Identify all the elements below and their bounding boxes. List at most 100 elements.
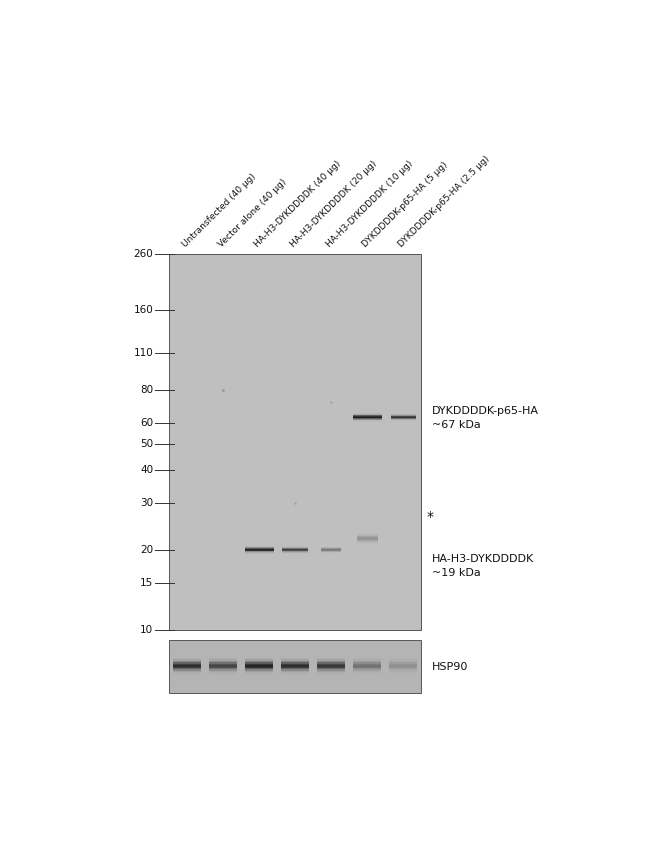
Bar <box>174 659 202 661</box>
Bar <box>245 658 274 659</box>
Bar <box>389 661 417 663</box>
Bar <box>317 668 345 669</box>
Bar <box>174 669 202 671</box>
Bar <box>209 659 237 661</box>
Bar <box>389 659 417 661</box>
Bar <box>317 659 345 661</box>
Bar <box>354 674 382 675</box>
Bar <box>389 658 417 659</box>
Text: HA-H3-DYKDDDDK (20 μg): HA-H3-DYKDDDDK (20 μg) <box>289 158 379 249</box>
Bar <box>317 661 345 663</box>
Bar <box>317 663 345 665</box>
Text: DYKDDDDK-p65-HA (5 μg): DYKDDDDK-p65-HA (5 μg) <box>361 159 450 249</box>
Bar <box>281 671 309 672</box>
Bar <box>354 665 382 667</box>
Bar <box>209 669 237 671</box>
Text: 20: 20 <box>140 545 153 555</box>
Bar <box>317 674 345 675</box>
Bar <box>209 671 237 672</box>
Text: Untransfected (40 μg): Untransfected (40 μg) <box>181 171 258 249</box>
Text: *: * <box>426 509 434 524</box>
Bar <box>174 665 202 667</box>
Bar <box>317 672 345 674</box>
Bar <box>281 665 309 667</box>
Bar <box>356 534 378 535</box>
Bar <box>209 668 237 669</box>
Bar <box>245 669 274 671</box>
Text: HA-H3-DYKDDDDK
~19 kDa: HA-H3-DYKDDDDK ~19 kDa <box>432 555 534 578</box>
Bar <box>281 661 309 663</box>
Bar <box>170 640 421 693</box>
Bar <box>281 658 309 659</box>
Bar <box>356 540 378 541</box>
Text: 160: 160 <box>133 305 153 314</box>
Bar <box>174 658 202 659</box>
Bar <box>356 539 378 540</box>
Bar <box>209 667 237 668</box>
Text: 30: 30 <box>140 498 153 508</box>
Bar <box>281 667 309 668</box>
Text: 80: 80 <box>140 385 153 395</box>
Bar <box>389 665 417 667</box>
Bar <box>209 674 237 675</box>
Bar <box>317 658 345 659</box>
Bar <box>174 672 202 674</box>
Bar <box>389 668 417 669</box>
Bar <box>389 669 417 671</box>
Text: 110: 110 <box>133 348 153 358</box>
Bar <box>174 671 202 672</box>
Bar <box>354 667 382 668</box>
Bar <box>245 661 274 663</box>
Bar <box>354 658 382 659</box>
Bar <box>354 661 382 663</box>
Bar <box>209 663 237 665</box>
Bar <box>356 541 378 542</box>
Bar <box>317 669 345 671</box>
Bar <box>356 544 378 545</box>
Bar <box>245 674 274 675</box>
Bar <box>245 672 274 674</box>
Bar <box>281 669 309 671</box>
Bar <box>389 672 417 674</box>
Bar <box>356 538 378 539</box>
Bar <box>281 674 309 675</box>
Bar <box>356 535 378 536</box>
Bar <box>389 663 417 665</box>
Bar <box>170 254 421 631</box>
Bar <box>356 542 378 543</box>
Text: HSP90: HSP90 <box>432 662 469 672</box>
Bar <box>389 667 417 668</box>
Text: DYKDDDDK-p65-HA
~67 kDa: DYKDDDDK-p65-HA ~67 kDa <box>432 405 540 429</box>
Bar <box>209 665 237 667</box>
Text: Vector alone (40 μg): Vector alone (40 μg) <box>217 177 289 249</box>
Bar <box>356 537 378 538</box>
Text: 60: 60 <box>140 418 153 428</box>
Bar <box>389 674 417 675</box>
Bar <box>354 659 382 661</box>
Bar <box>174 663 202 665</box>
Bar <box>209 658 237 659</box>
Bar <box>317 671 345 672</box>
Bar <box>281 663 309 665</box>
Bar <box>354 671 382 672</box>
Bar <box>354 663 382 665</box>
Bar <box>245 659 274 661</box>
Bar <box>174 661 202 663</box>
Text: 15: 15 <box>140 578 153 588</box>
Bar <box>245 671 274 672</box>
Bar <box>354 672 382 674</box>
Text: 260: 260 <box>133 249 153 259</box>
Bar <box>245 665 274 667</box>
Bar <box>174 674 202 675</box>
Bar <box>389 671 417 672</box>
Bar <box>281 659 309 661</box>
Bar <box>174 668 202 669</box>
Bar <box>317 665 345 667</box>
Bar <box>354 668 382 669</box>
Bar <box>356 543 378 544</box>
Text: 40: 40 <box>140 465 153 475</box>
Bar <box>356 536 378 537</box>
Text: DYKDDDDK-p65-HA (2.5 μg): DYKDDDDK-p65-HA (2.5 μg) <box>397 153 492 249</box>
Bar <box>245 667 274 668</box>
Bar <box>317 667 345 668</box>
